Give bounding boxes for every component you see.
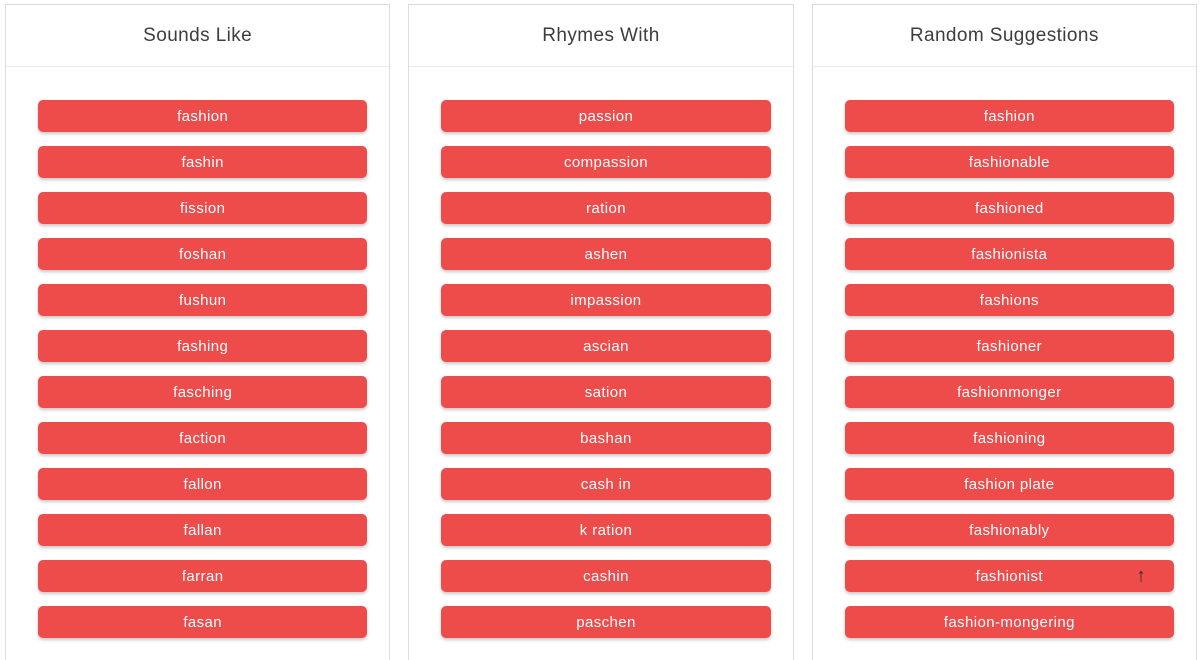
word-label: cash in	[580, 475, 632, 493]
word-button[interactable]: fashionist ↑	[844, 560, 1174, 592]
word-button[interactable]: fasan	[38, 606, 368, 638]
panel-title: Random Suggestions	[909, 24, 1099, 46]
word-button[interactable]: fashing	[38, 330, 368, 362]
word-button[interactable]: fashionable	[844, 146, 1174, 178]
word-label: ascian	[583, 337, 629, 355]
word-label: ashen	[584, 245, 628, 263]
word-label: fasching	[173, 383, 233, 401]
word-label: fashioned	[974, 199, 1044, 217]
word-label: paschen	[576, 613, 636, 631]
word-label: fashioner	[976, 337, 1042, 355]
panel-title: Rhymes With	[542, 24, 660, 46]
word-button[interactable]: fasching	[38, 376, 368, 408]
word-button[interactable]: fashin	[38, 146, 368, 178]
word-label: fashin	[181, 153, 224, 171]
word-button[interactable]: ration	[441, 192, 771, 224]
panel-title: Sounds Like	[143, 24, 253, 46]
word-button[interactable]: fashion	[844, 100, 1174, 132]
sounds-like-word-list: fashion fashin fission foshan fushun fashing f…	[6, 67, 389, 660]
word-button[interactable]: fallon	[38, 468, 368, 500]
word-button[interactable]: fashion plate	[844, 468, 1174, 500]
word-button[interactable]: fallan	[38, 514, 368, 546]
word-button[interactable]: ascian	[441, 330, 771, 362]
word-button[interactable]: ashen	[441, 238, 771, 270]
rhymes-with-word-list: passion compassion ration ashen impassion asc…	[409, 67, 792, 660]
word-label: compassion	[563, 153, 649, 171]
word-label: fashioning	[973, 429, 1046, 447]
word-label: fallon	[183, 475, 222, 493]
panel-rhymes-with: Rhymes With passion compassion ration ashen…	[408, 4, 794, 660]
word-button[interactable]: faction	[38, 422, 368, 454]
word-label: fashionist	[975, 567, 1043, 585]
word-label: fashion plate	[964, 475, 1055, 493]
word-button[interactable]: farran	[38, 560, 368, 592]
word-button[interactable]: paschen	[441, 606, 771, 638]
word-label: fashionable	[968, 153, 1050, 171]
word-label: sation	[584, 383, 628, 401]
word-button[interactable]: fashion	[38, 100, 368, 132]
word-button[interactable]: bashan	[441, 422, 771, 454]
word-label: k ration	[579, 521, 633, 539]
word-label: fission	[180, 199, 226, 217]
panel-sounds-like: Sounds Like fashion fashin fission foshan fu…	[5, 4, 391, 660]
word-button[interactable]: k ration	[441, 514, 771, 546]
word-button[interactable]: cashin	[441, 560, 771, 592]
word-label: passion	[578, 107, 634, 125]
word-button[interactable]: fashion-mongering	[844, 606, 1174, 638]
word-label: bashan	[580, 429, 632, 447]
word-button[interactable]: cash in	[441, 468, 771, 500]
word-button[interactable]: fashionably	[844, 514, 1174, 546]
word-label: fallan	[183, 521, 222, 539]
word-button[interactable]: passion	[441, 100, 771, 132]
word-label: foshan	[178, 245, 227, 263]
word-button[interactable]: fission	[38, 192, 368, 224]
random-suggestions-word-list: fashion fashionable fashioned fashionista fa…	[813, 67, 1196, 660]
word-label: farran	[181, 567, 224, 585]
word-label: fasan	[183, 613, 223, 631]
word-button[interactable]: fashioner	[844, 330, 1174, 362]
word-button[interactable]: fashionista	[844, 238, 1174, 270]
word-button[interactable]: compassion	[441, 146, 771, 178]
word-button[interactable]: fashionmonger	[844, 376, 1174, 408]
word-button[interactable]: foshan	[38, 238, 368, 270]
word-button[interactable]: fushun	[38, 284, 368, 316]
word-button[interactable]: fashioned	[844, 192, 1174, 224]
word-button[interactable]: sation	[441, 376, 771, 408]
word-label: faction	[179, 429, 227, 447]
word-button[interactable]: fashions	[844, 284, 1174, 316]
word-label: fashionista	[971, 245, 1048, 263]
panel-rhymes-with-header: Rhymes With	[409, 5, 793, 67]
up-arrow-icon: ↑	[1136, 565, 1146, 587]
word-label: cashin	[583, 567, 629, 585]
word-label: fashionmonger	[957, 383, 1062, 401]
panel-sounds-like-header: Sounds Like	[6, 5, 390, 67]
word-label: ration	[586, 199, 626, 217]
word-label: fashing	[177, 337, 229, 355]
word-label: fushun	[178, 291, 227, 309]
word-label: fashion	[983, 107, 1035, 125]
word-label: impassion	[570, 291, 642, 309]
panel-random-suggestions: Random Suggestions fashion fashionable fas…	[811, 4, 1197, 660]
word-label: fashion-mongering	[943, 613, 1075, 631]
word-button[interactable]: fashioning	[844, 422, 1174, 454]
word-button[interactable]: impassion	[441, 284, 771, 316]
panel-random-suggestions-header: Random Suggestions	[812, 5, 1196, 67]
word-label: fashions	[979, 291, 1039, 309]
word-label: fashion	[177, 107, 229, 125]
word-label: fashionably	[969, 521, 1050, 539]
